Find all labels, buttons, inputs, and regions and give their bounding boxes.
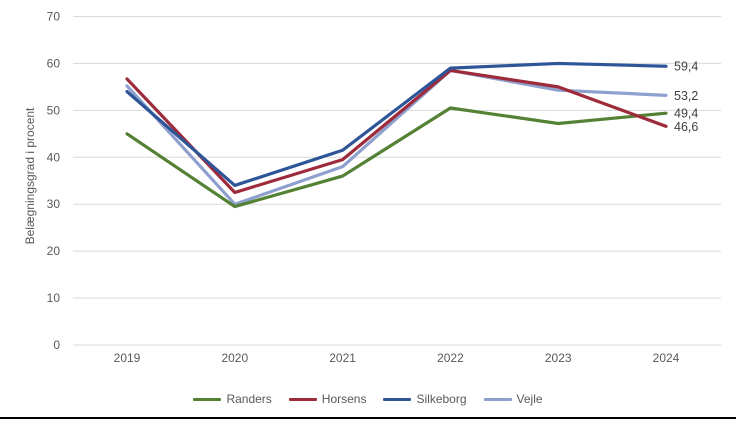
y-tick-label: 0 — [53, 338, 60, 352]
series-end-label-randers: 49,4 — [674, 107, 698, 121]
legend-swatch-randers — [193, 397, 222, 401]
series-line-silkeborg — [125, 61, 668, 188]
legend-label: Silkeborg — [416, 392, 467, 406]
series-end-label-horsens: 46,6 — [674, 120, 698, 134]
line-chart: Belægningsgrad i procent 0 10 20 30 40 50 60 70… — [23, 10, 721, 365]
y-tick-label: 50 — [47, 103, 61, 117]
legend-item-horsens: Horsens — [288, 392, 367, 406]
y-tick-label: 60 — [47, 56, 61, 70]
legend-swatch-vejle — [483, 397, 512, 401]
x-tick-label: 2022 — [437, 351, 464, 365]
legend-label: Vejle — [516, 392, 543, 406]
legend-swatch-horsens — [288, 397, 317, 401]
y-tick-label: 20 — [47, 244, 61, 258]
legend-item-vejle: Vejle — [483, 392, 543, 406]
series-end-label-vejle: 53,2 — [674, 89, 698, 103]
series-line-horsens — [125, 68, 668, 195]
legend-label: Horsens — [321, 392, 367, 406]
y-axis-title: Belægningsgrad i procent — [23, 107, 37, 244]
bottom-border-line — [0, 417, 736, 419]
legend-item-randers: Randers — [193, 392, 272, 406]
x-tick-label: 2023 — [545, 351, 572, 365]
legend: Randers Horsens Silkeborg Vejle — [0, 390, 736, 408]
x-tick-label: 2021 — [329, 351, 356, 365]
x-tick-label: 2019 — [114, 351, 141, 365]
x-tick-label: 2020 — [221, 351, 248, 365]
series-end-label-silkeborg: 59,4 — [674, 60, 698, 74]
y-tick-label: 40 — [47, 150, 61, 164]
y-tick-label: 30 — [47, 197, 61, 211]
series-line-randers — [125, 106, 668, 209]
legend-item-silkeborg: Silkeborg — [383, 392, 467, 406]
series-line-vejle — [125, 68, 668, 206]
x-tick-label: 2024 — [653, 351, 680, 365]
y-tick-label: 70 — [47, 10, 61, 24]
y-tick-label: 10 — [47, 291, 61, 305]
legend-label: Randers — [226, 392, 272, 406]
legend-swatch-silkeborg — [383, 397, 412, 401]
